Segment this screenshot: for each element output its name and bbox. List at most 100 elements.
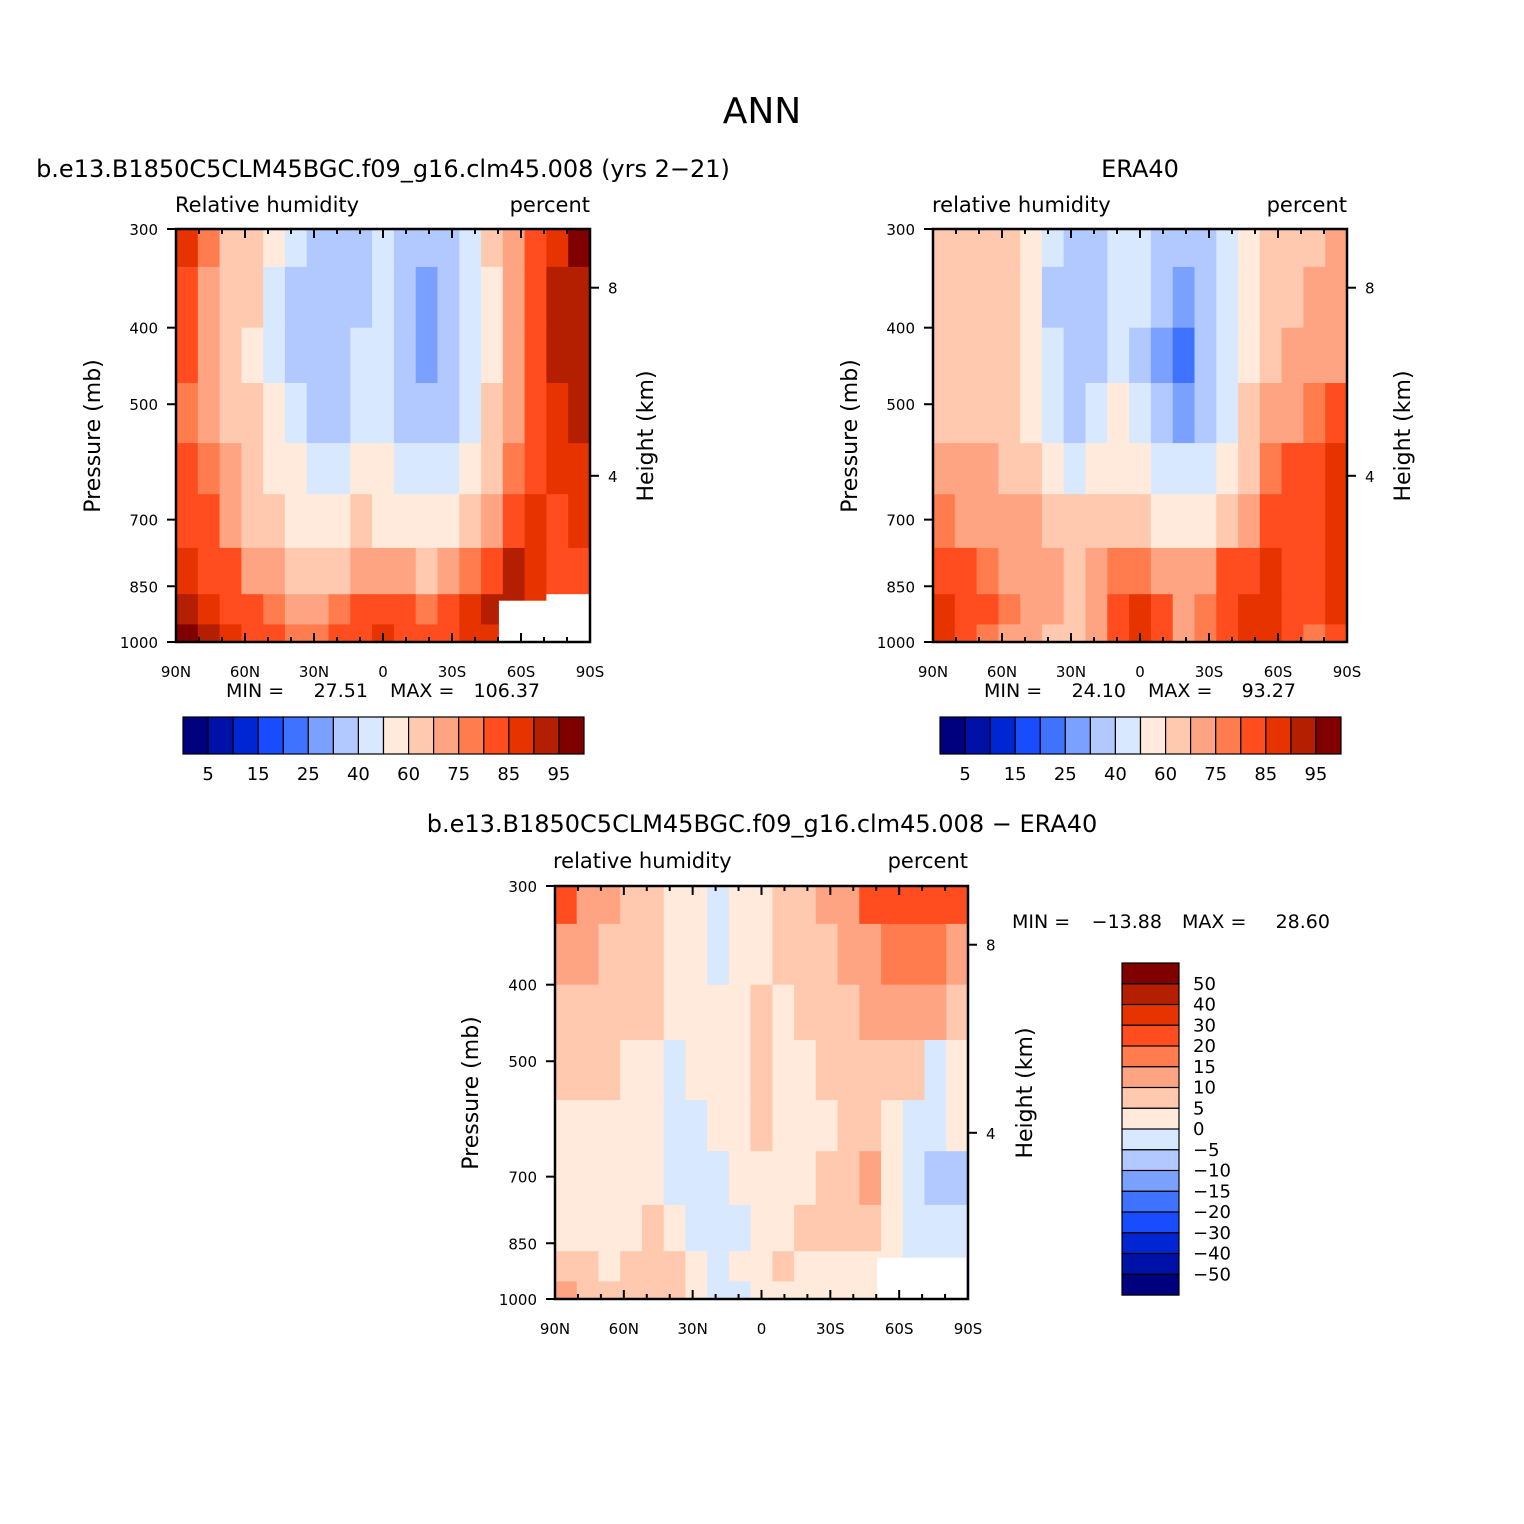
contour-cell bbox=[176, 443, 199, 495]
contour-cell bbox=[902, 1100, 926, 1152]
colorbar-swatch bbox=[558, 716, 585, 755]
contour-cell bbox=[1129, 327, 1152, 384]
contour-cell bbox=[502, 383, 526, 444]
contour-cell bbox=[641, 923, 665, 986]
colorbar-label: 95 bbox=[1304, 764, 1327, 785]
colorbar-swatch bbox=[408, 716, 435, 755]
y-tick-label: 500 bbox=[886, 396, 915, 414]
contour-cell bbox=[663, 1251, 686, 1282]
y-axis-label: Pressure (mb) bbox=[838, 359, 863, 513]
contour-cell bbox=[663, 1040, 686, 1101]
x-tick-label: 60S bbox=[885, 1320, 914, 1338]
contour-cell bbox=[263, 266, 286, 329]
y-axis-label: Pressure (mb) bbox=[81, 359, 106, 513]
contour-cell bbox=[1281, 327, 1304, 384]
contour-cell bbox=[707, 886, 730, 925]
contour-cell bbox=[1020, 494, 1043, 549]
x-tick-label: 30N bbox=[678, 1320, 708, 1338]
colorbar-swatch bbox=[1240, 716, 1267, 755]
contour-cell bbox=[1194, 383, 1217, 444]
contour-cell bbox=[1216, 266, 1239, 329]
contour-cell bbox=[415, 594, 439, 625]
contour-cell bbox=[241, 383, 264, 444]
axes: 90N 60N 30N 0 30S 60S 90S 300 400 500 700 850 1000 8 4 bbox=[877, 221, 1375, 681]
contour-cell bbox=[1063, 229, 1087, 268]
contour-cell bbox=[794, 1281, 817, 1300]
x-tick-label: 30N bbox=[1056, 663, 1086, 681]
contour-cell bbox=[1150, 594, 1174, 625]
contour-cell bbox=[881, 1100, 904, 1152]
contour-cell bbox=[437, 624, 460, 643]
colorbar-swatch bbox=[1121, 1252, 1180, 1275]
contour-cell bbox=[1259, 547, 1283, 595]
contour-cell bbox=[707, 1251, 730, 1282]
contour-cell bbox=[728, 1204, 752, 1252]
contour-cell bbox=[815, 886, 839, 925]
contour-cell bbox=[1216, 547, 1239, 595]
contour-cell bbox=[663, 1204, 686, 1252]
contour-cell bbox=[1303, 229, 1326, 268]
contour-cell bbox=[372, 383, 395, 444]
contour-cell bbox=[263, 494, 286, 549]
contour-cell bbox=[924, 923, 947, 986]
contour-cell bbox=[372, 594, 395, 625]
x-tick-label: 90N bbox=[540, 1320, 570, 1338]
contour-cell bbox=[1172, 327, 1196, 384]
contour-cell bbox=[350, 624, 373, 643]
contour-cell bbox=[328, 229, 351, 268]
contour-cell bbox=[328, 266, 351, 329]
contour-cell bbox=[707, 984, 730, 1041]
contour-cell bbox=[393, 327, 417, 384]
contour-cell bbox=[1085, 327, 1108, 384]
colorbar-label: 15 bbox=[1004, 764, 1027, 785]
contour-cell bbox=[263, 229, 286, 268]
y-tick-label: 400 bbox=[508, 977, 537, 995]
contour-cell bbox=[576, 984, 599, 1041]
contour-cell bbox=[393, 229, 417, 268]
contour-cell bbox=[176, 494, 199, 549]
colorbar-label: 40 bbox=[1104, 764, 1127, 785]
contour-cell bbox=[837, 923, 860, 986]
contour-cell bbox=[685, 984, 708, 1041]
contour-cell bbox=[663, 923, 686, 986]
contour-cell bbox=[197, 383, 221, 444]
contour-cell bbox=[576, 1040, 599, 1101]
contour-cell bbox=[924, 1151, 947, 1206]
contour-cell bbox=[481, 383, 504, 444]
contour-cell bbox=[555, 1040, 578, 1101]
contour-cell bbox=[415, 443, 439, 495]
contour-cell bbox=[284, 383, 308, 444]
contour-cell bbox=[1063, 327, 1087, 384]
contour-cell bbox=[197, 443, 221, 495]
contour-cell bbox=[1281, 594, 1304, 625]
colorbar-label: −20 bbox=[1193, 1202, 1231, 1223]
contour-cell bbox=[837, 1040, 860, 1101]
contour-cell bbox=[1172, 383, 1196, 444]
contour-cell bbox=[219, 266, 242, 329]
contour-cell bbox=[219, 443, 242, 495]
contour-cell bbox=[219, 594, 242, 625]
contour-cell bbox=[437, 327, 460, 384]
panel-title: b.e13.B1850C5CLM45BGC.f09_g16.clm45.008 … bbox=[36, 155, 730, 183]
contour-cell bbox=[707, 1151, 730, 1206]
contour-cell bbox=[902, 886, 926, 925]
contour-cell bbox=[241, 327, 264, 384]
contour-cell bbox=[459, 266, 482, 329]
contour-cell bbox=[1172, 229, 1196, 268]
contour-cell bbox=[933, 229, 956, 268]
contour-cell bbox=[1150, 443, 1174, 495]
contour-cell bbox=[415, 547, 439, 595]
contour-cell bbox=[459, 624, 482, 643]
colorbar-label: 10 bbox=[1193, 1078, 1216, 1099]
contour-cell bbox=[197, 327, 221, 384]
contour-cell bbox=[241, 547, 264, 595]
x-tick-label: 90S bbox=[954, 1320, 983, 1338]
max-value: 93.27 bbox=[1242, 680, 1296, 702]
contour-cell bbox=[1216, 383, 1239, 444]
colorbar-swatch bbox=[207, 716, 234, 755]
contour-cell bbox=[306, 594, 330, 625]
contour-cell bbox=[306, 494, 330, 549]
contour-cell bbox=[481, 594, 504, 625]
contour-cell bbox=[663, 886, 686, 925]
colorbar-swatch bbox=[1121, 1045, 1180, 1068]
